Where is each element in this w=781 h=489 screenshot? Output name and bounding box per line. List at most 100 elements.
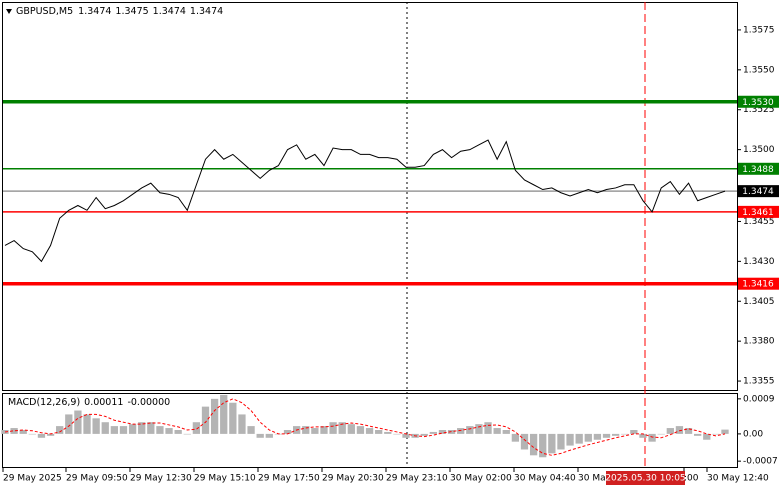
histogram-bar — [10, 428, 18, 434]
price-line — [4, 139, 726, 263]
histogram-bar — [247, 426, 255, 434]
histogram-bar — [566, 433, 574, 446]
y-tick-label: -0.0007 — [743, 457, 778, 467]
macd-readout: 0.00011 — [84, 397, 123, 408]
histogram-bar — [721, 429, 729, 434]
histogram-bar — [384, 431, 392, 434]
price-panel — [2, 2, 738, 391]
histogram-bar — [265, 433, 273, 438]
ohlc-value: 1.3474 — [78, 6, 111, 17]
histogram-bar — [74, 410, 82, 434]
histogram-bar — [375, 430, 383, 434]
x-tick-label: 29 May 09:50 — [66, 474, 128, 484]
histogram-bar — [429, 431, 437, 434]
histogram-bar — [65, 414, 73, 434]
histogram-bar — [110, 426, 119, 434]
level-label: 1.3474 — [742, 187, 774, 197]
macd-readout: -0.00000 — [127, 397, 170, 408]
histogram-bar — [548, 433, 556, 454]
y-tick-label: 1.3575 — [743, 25, 775, 35]
x-tick-label: 30 May 02:00 — [450, 474, 512, 484]
histogram-bar — [83, 414, 91, 434]
histogram-bar — [338, 422, 346, 434]
symbol: GBPUSD,M5 — [16, 6, 73, 17]
ohlc-value: 1.3474 — [153, 6, 186, 17]
histogram-bar — [420, 433, 428, 436]
histogram-bar — [238, 414, 246, 434]
level-label-box — [738, 162, 779, 175]
histogram-bar — [484, 422, 492, 434]
histogram-bar — [502, 430, 510, 434]
histogram-bar — [183, 433, 191, 435]
histogram-bar — [520, 433, 529, 450]
x-tick-label: 30 May 12:40 — [707, 474, 769, 484]
histogram-bar — [557, 433, 565, 450]
x-tick-label: 29 May 2025 — [3, 474, 62, 484]
histogram-bar — [602, 433, 611, 438]
histogram-bar — [712, 433, 720, 435]
histogram-bar — [320, 426, 328, 434]
histogram-bar — [593, 433, 602, 440]
histogram-bar — [575, 433, 583, 444]
histogram-bar — [156, 426, 164, 434]
histogram-bar — [666, 428, 674, 434]
collapse-icon — [6, 9, 12, 14]
histogram-bar — [46, 433, 55, 436]
histogram-bar — [694, 433, 702, 436]
y-tick-label: 0.0009 — [743, 394, 775, 404]
x-tick-label: 29 May 17:50 — [258, 474, 320, 484]
histogram-bar — [457, 428, 465, 434]
y-tick-label: 1.3455 — [743, 217, 775, 227]
histogram-bar — [101, 422, 109, 434]
x-tick-label: 29 May 20:30 — [322, 474, 384, 484]
histogram-bar — [347, 424, 355, 434]
y-tick-label: 1.3405 — [743, 297, 775, 307]
histogram-bar — [365, 428, 374, 434]
histogram-bar — [529, 433, 538, 456]
histogram-bar — [475, 424, 483, 434]
level-label: 1.3416 — [742, 280, 774, 290]
signal-line — [4, 398, 726, 456]
histogram-bar — [1, 430, 9, 434]
level-label-box — [738, 95, 779, 108]
y-tick-label: 1.3380 — [743, 337, 775, 347]
histogram-bar — [174, 430, 182, 434]
histogram-bar — [229, 402, 237, 434]
y-tick-label: 1.3355 — [743, 377, 775, 387]
histogram-bar — [584, 433, 592, 442]
cursor-time: 2025.05.30 10:05 — [605, 474, 685, 484]
histogram-bar — [511, 433, 520, 442]
histogram-bar — [493, 428, 501, 434]
histogram-bar — [56, 426, 64, 434]
histogram-bar — [220, 394, 228, 434]
histogram-bar — [438, 430, 447, 434]
histogram-bar — [539, 433, 547, 458]
histogram-bar — [256, 433, 264, 438]
x-tick-label: 30 May 04:40 — [514, 474, 576, 484]
macd-title: MACD(12,26,9) — [8, 397, 80, 408]
histogram-bar — [119, 426, 128, 434]
histogram-bar — [92, 418, 100, 434]
x-tick-label: :00 — [684, 474, 699, 484]
histogram-bar — [675, 426, 684, 434]
level-label: 1.3488 — [742, 165, 774, 175]
histogram-bar — [402, 433, 410, 438]
histogram-bar — [302, 426, 310, 434]
ohlc-value: 1.3475 — [115, 6, 148, 17]
histogram-bar — [128, 424, 137, 434]
y-tick-label: 1.3525 — [743, 105, 775, 115]
histogram-bar — [703, 433, 711, 440]
level-label: 1.3530 — [742, 98, 774, 108]
price-header: GBPUSD,M5 1.3474 1.3475 1.3474 1.3474 — [16, 6, 223, 17]
level-label-box — [738, 277, 779, 290]
histogram-bar — [192, 422, 201, 434]
y-tick-label: 1.3430 — [743, 257, 775, 267]
histogram-bar — [147, 422, 155, 434]
level-label-box — [738, 205, 779, 218]
histogram-bar — [648, 433, 656, 442]
x-tick-label: 29 May 15:10 — [194, 474, 256, 484]
histogram-bar — [311, 428, 319, 434]
histogram-bar — [684, 428, 693, 434]
x-tick-label: 30 Ma — [578, 474, 606, 484]
